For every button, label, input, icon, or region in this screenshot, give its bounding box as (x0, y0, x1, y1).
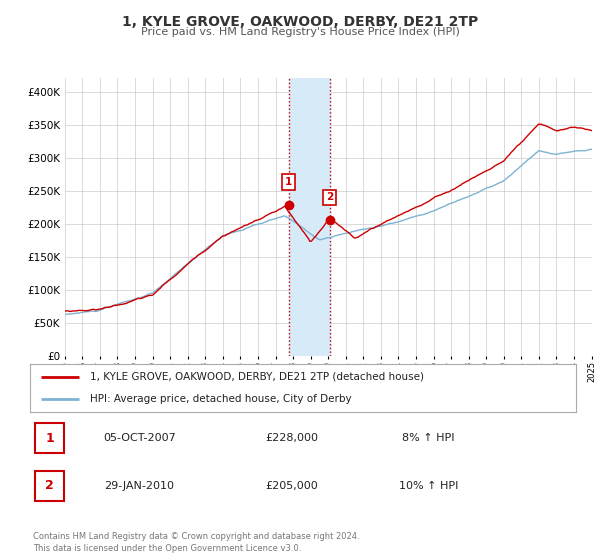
Text: 10% ↑ HPI: 10% ↑ HPI (399, 481, 458, 491)
Text: 29-JAN-2010: 29-JAN-2010 (104, 481, 174, 491)
Text: 2: 2 (45, 479, 54, 492)
FancyBboxPatch shape (35, 470, 64, 501)
Bar (289, 78, 329, 356)
Text: 2: 2 (326, 192, 333, 202)
Text: Contains HM Land Registry data © Crown copyright and database right 2024.
This d: Contains HM Land Registry data © Crown c… (33, 533, 359, 553)
Text: £205,000: £205,000 (266, 481, 319, 491)
Text: HPI: Average price, detached house, City of Derby: HPI: Average price, detached house, City… (90, 394, 352, 404)
Text: £228,000: £228,000 (266, 433, 319, 443)
Text: 05-OCT-2007: 05-OCT-2007 (103, 433, 176, 443)
Text: 1, KYLE GROVE, OAKWOOD, DERBY, DE21 2TP: 1, KYLE GROVE, OAKWOOD, DERBY, DE21 2TP (122, 15, 478, 29)
Text: 1: 1 (45, 432, 54, 445)
Text: 8% ↑ HPI: 8% ↑ HPI (403, 433, 455, 443)
Text: 1: 1 (285, 177, 292, 187)
Text: 1, KYLE GROVE, OAKWOOD, DERBY, DE21 2TP (detached house): 1, KYLE GROVE, OAKWOOD, DERBY, DE21 2TP … (90, 372, 424, 382)
FancyBboxPatch shape (35, 423, 64, 454)
Text: Price paid vs. HM Land Registry's House Price Index (HPI): Price paid vs. HM Land Registry's House … (140, 27, 460, 37)
